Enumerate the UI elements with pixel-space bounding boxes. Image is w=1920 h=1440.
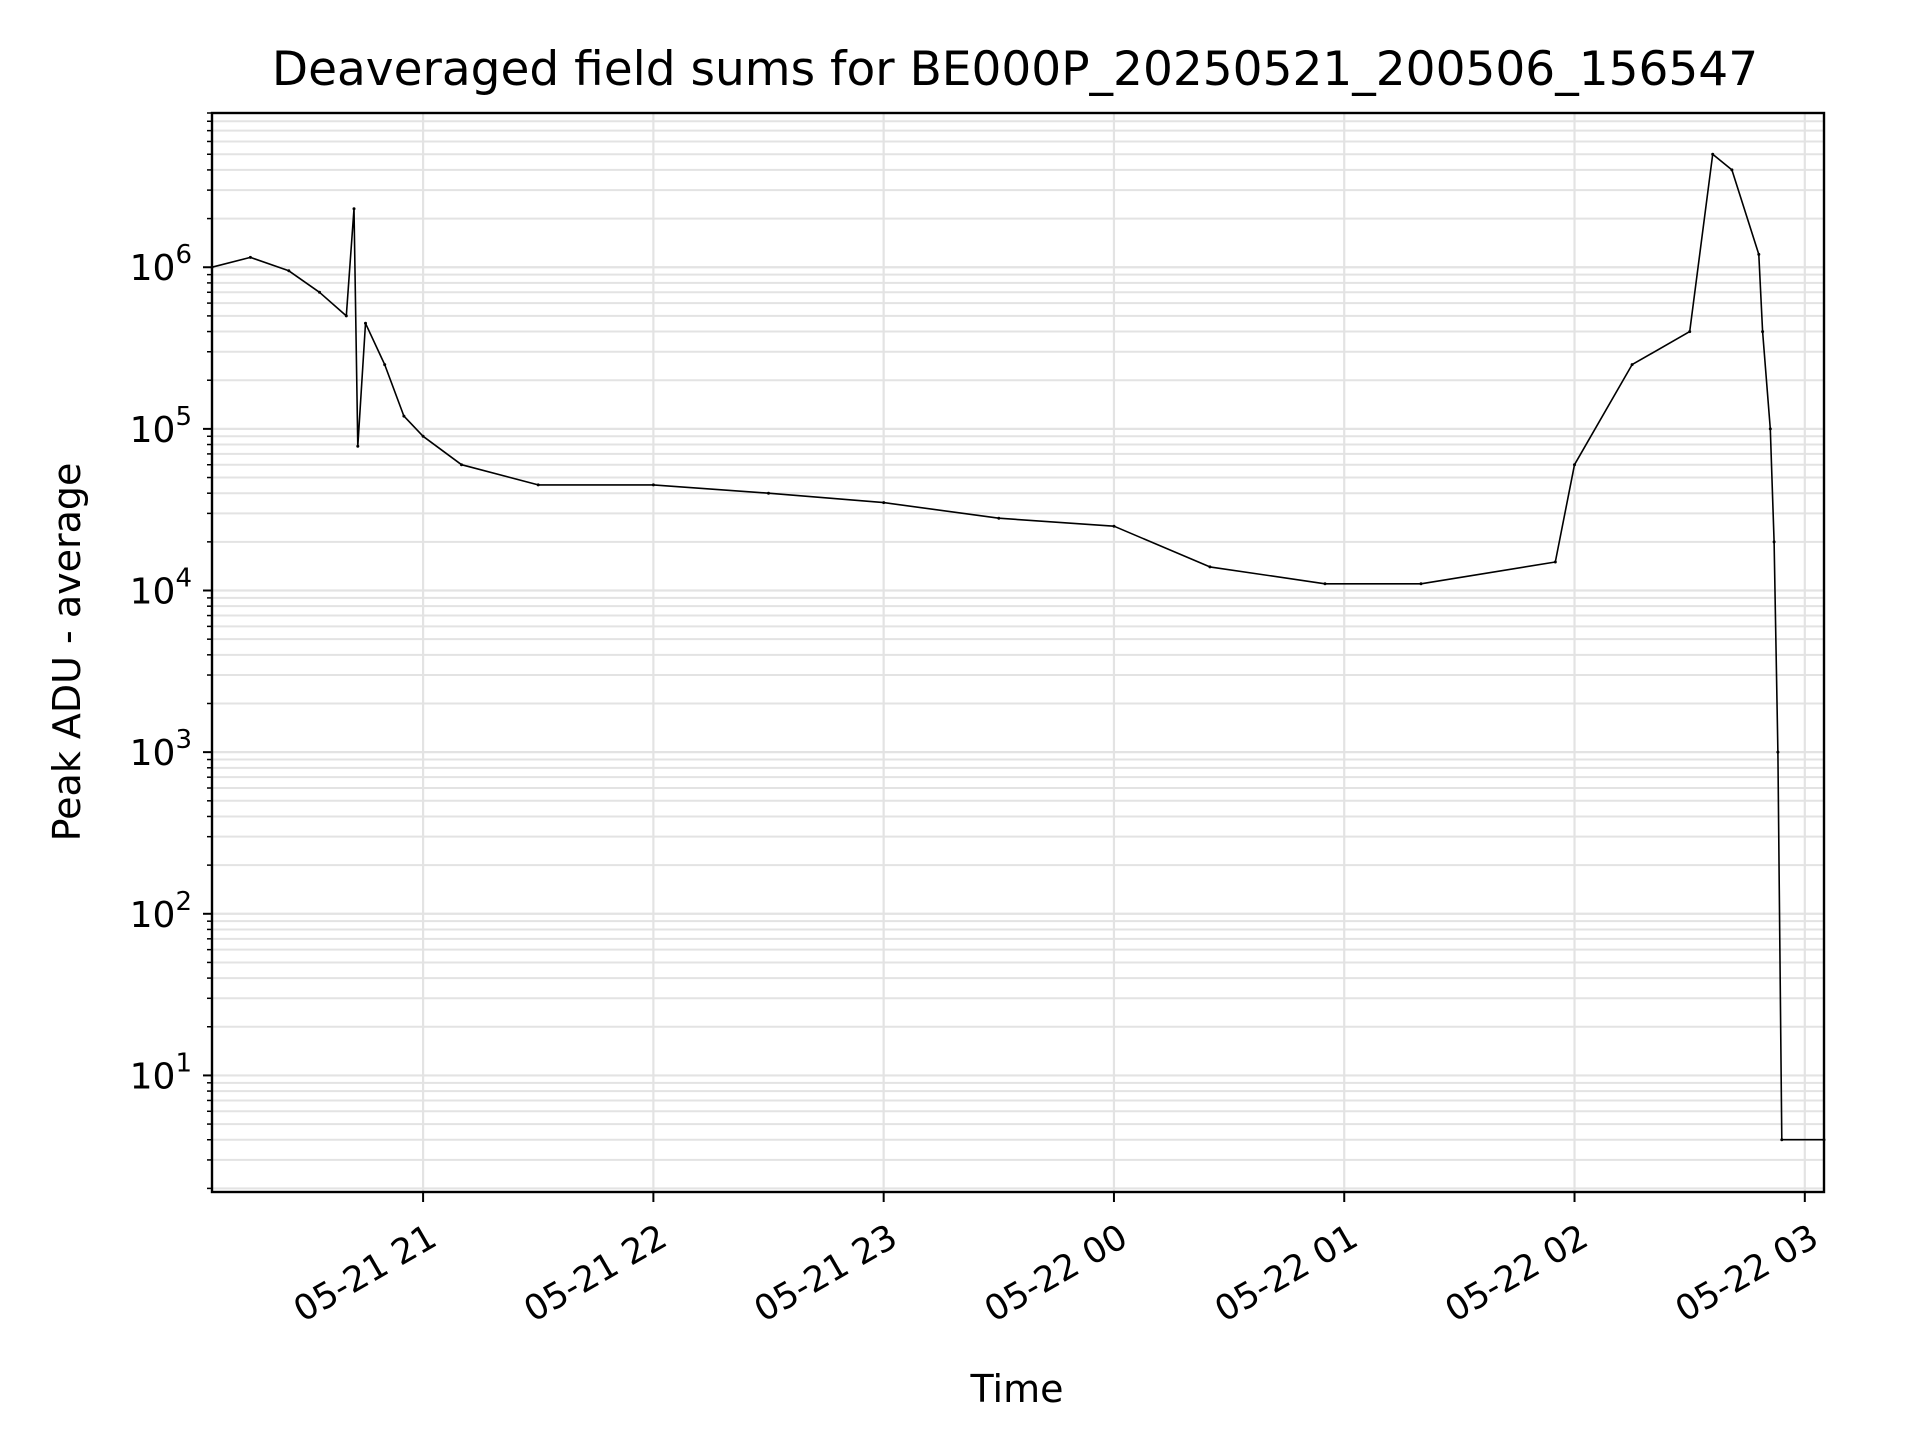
series-point [882,501,886,505]
series-line [211,153,1824,1141]
axis-ticks [203,112,1806,1202]
y-tick-exponent: 3 [175,725,192,755]
series-point [1630,363,1634,367]
series-point [1573,463,1576,467]
y-tick-exponent: 6 [175,240,192,270]
y-tick-exponent: 4 [175,564,192,594]
series-point [1711,152,1715,156]
series-point [1553,560,1557,564]
y-tick-exponent: 1 [175,1048,192,1078]
series-point [1323,582,1327,586]
series-point [1419,582,1423,586]
y-tick-label: 105 [130,402,192,451]
grid-lines [212,112,1824,1192]
y-tick-label: 101 [130,1048,192,1097]
y-tick-label: 103 [130,725,192,774]
series-point [318,290,321,294]
series-point [997,516,1001,520]
y-axis-label: Peak ADU - average [45,463,89,842]
series-point [1768,427,1772,431]
x-axis-label: Time [970,1367,1064,1411]
series-point [1112,524,1116,528]
series-point [248,255,252,259]
series-point [1688,330,1692,334]
y-tick-base: 10 [130,410,176,451]
y-tick-base: 10 [130,572,176,613]
series-point [383,363,387,367]
series-point [287,269,291,273]
series-point [1757,252,1761,256]
y-tick-base: 10 [130,248,176,289]
plot-frame [210,111,1826,1194]
chart-title: Deaveraged field sums for BE000P_2025052… [272,42,1758,97]
series-point [651,483,655,487]
series-point [352,207,356,211]
y-tick-label: 102 [130,887,192,936]
series-point [536,483,540,487]
y-tick-label: 104 [130,564,192,613]
y-tick-exponent: 5 [175,402,192,432]
series-point [356,444,360,448]
series-point [421,434,425,438]
series-point [1208,565,1212,569]
series-point [460,463,463,467]
y-tick-base: 10 [130,895,176,936]
series-layer [210,152,1826,1142]
y-tick-base: 10 [130,1056,176,1097]
series-point [344,314,348,318]
series-point [402,414,406,418]
series-point [1776,750,1780,754]
series-point [1772,540,1776,544]
series-point [364,321,367,325]
series-point [1761,330,1765,334]
y-tick-base: 10 [130,733,176,774]
y-tick-label: 106 [130,240,192,289]
series-point [1780,1138,1784,1142]
y-tick-exponent: 2 [175,887,192,917]
series-point [1730,168,1734,172]
series-point [767,491,770,495]
